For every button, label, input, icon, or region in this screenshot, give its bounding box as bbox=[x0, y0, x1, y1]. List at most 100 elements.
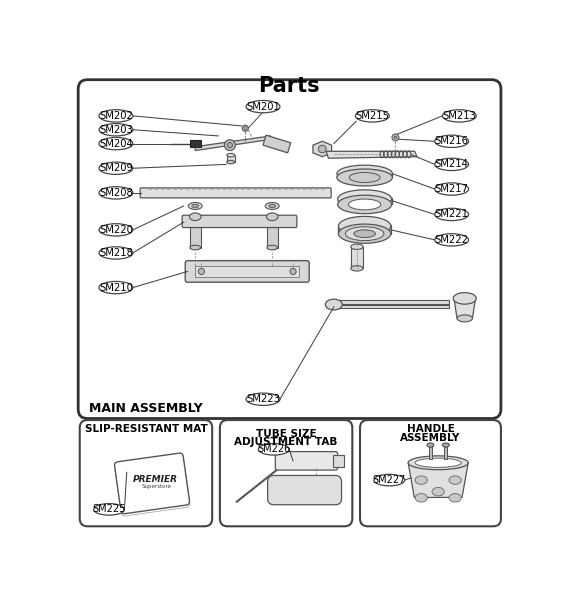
Polygon shape bbox=[263, 135, 291, 153]
Ellipse shape bbox=[338, 195, 392, 214]
Bar bbox=[333, 455, 344, 467]
Bar bbox=[195, 266, 299, 277]
Ellipse shape bbox=[267, 245, 277, 250]
Text: SM217: SM217 bbox=[434, 184, 468, 194]
Ellipse shape bbox=[227, 160, 234, 164]
Ellipse shape bbox=[415, 458, 461, 467]
Ellipse shape bbox=[457, 315, 472, 322]
Ellipse shape bbox=[442, 110, 476, 122]
Circle shape bbox=[394, 136, 397, 139]
Ellipse shape bbox=[258, 443, 289, 455]
Text: SM210: SM210 bbox=[99, 283, 133, 293]
Text: SM226: SM226 bbox=[257, 444, 290, 454]
Ellipse shape bbox=[434, 135, 468, 148]
FancyBboxPatch shape bbox=[182, 215, 297, 227]
Ellipse shape bbox=[434, 158, 468, 170]
Ellipse shape bbox=[337, 169, 392, 186]
Text: SLIP-RESISTANT MAT: SLIP-RESISTANT MAT bbox=[85, 424, 207, 434]
Text: SM223: SM223 bbox=[246, 394, 280, 404]
Bar bbox=[444, 445, 447, 459]
FancyBboxPatch shape bbox=[115, 453, 189, 514]
Text: SM225: SM225 bbox=[92, 505, 125, 514]
Text: SM202: SM202 bbox=[99, 111, 133, 121]
Text: SM215: SM215 bbox=[355, 111, 389, 121]
Circle shape bbox=[290, 268, 296, 275]
Ellipse shape bbox=[355, 110, 389, 122]
Ellipse shape bbox=[338, 224, 391, 244]
Ellipse shape bbox=[442, 443, 449, 447]
Text: SM227: SM227 bbox=[372, 475, 406, 485]
Ellipse shape bbox=[432, 487, 444, 496]
Text: SM204: SM204 bbox=[99, 139, 133, 149]
Ellipse shape bbox=[449, 494, 461, 502]
Ellipse shape bbox=[267, 213, 278, 221]
Text: SM201: SM201 bbox=[246, 101, 280, 112]
Text: SM208: SM208 bbox=[99, 188, 133, 198]
Text: SM222: SM222 bbox=[434, 235, 468, 245]
Ellipse shape bbox=[99, 281, 133, 294]
Ellipse shape bbox=[349, 199, 381, 210]
Circle shape bbox=[227, 142, 233, 148]
Ellipse shape bbox=[354, 230, 375, 238]
Ellipse shape bbox=[227, 154, 234, 157]
Ellipse shape bbox=[190, 245, 201, 250]
Ellipse shape bbox=[99, 110, 133, 122]
Ellipse shape bbox=[345, 227, 384, 241]
FancyBboxPatch shape bbox=[220, 420, 353, 526]
Circle shape bbox=[244, 127, 247, 130]
Text: SM214: SM214 bbox=[434, 160, 468, 169]
Ellipse shape bbox=[325, 299, 342, 310]
Ellipse shape bbox=[434, 208, 468, 221]
Ellipse shape bbox=[349, 172, 380, 182]
Ellipse shape bbox=[453, 293, 476, 304]
Text: SM203: SM203 bbox=[99, 125, 133, 135]
Bar bbox=[338, 225, 391, 233]
Ellipse shape bbox=[415, 494, 427, 502]
Ellipse shape bbox=[188, 203, 202, 209]
Ellipse shape bbox=[338, 190, 392, 208]
Ellipse shape bbox=[374, 475, 405, 486]
Ellipse shape bbox=[99, 247, 133, 259]
Ellipse shape bbox=[408, 456, 468, 470]
FancyBboxPatch shape bbox=[360, 420, 501, 526]
Text: SM213: SM213 bbox=[442, 111, 476, 121]
Polygon shape bbox=[313, 141, 332, 157]
Ellipse shape bbox=[269, 204, 276, 208]
FancyBboxPatch shape bbox=[275, 452, 338, 470]
Ellipse shape bbox=[351, 266, 363, 271]
Text: TUBE SIZE: TUBE SIZE bbox=[256, 429, 316, 439]
Ellipse shape bbox=[99, 124, 133, 136]
Ellipse shape bbox=[337, 165, 392, 182]
Circle shape bbox=[242, 125, 249, 131]
Ellipse shape bbox=[99, 137, 133, 150]
Bar bbox=[351, 247, 363, 268]
Ellipse shape bbox=[434, 183, 468, 195]
Ellipse shape bbox=[427, 443, 434, 447]
Ellipse shape bbox=[449, 476, 461, 484]
Ellipse shape bbox=[434, 233, 468, 246]
Circle shape bbox=[198, 268, 205, 275]
Bar bbox=[334, 305, 449, 308]
Bar bbox=[190, 226, 201, 248]
Bar bbox=[429, 445, 432, 459]
Bar bbox=[227, 155, 234, 162]
Ellipse shape bbox=[99, 224, 133, 236]
Text: SM221: SM221 bbox=[434, 209, 468, 220]
Bar bbox=[338, 198, 392, 205]
Ellipse shape bbox=[266, 203, 279, 209]
Polygon shape bbox=[454, 298, 476, 319]
Polygon shape bbox=[326, 151, 417, 158]
Ellipse shape bbox=[94, 503, 124, 515]
Text: MAIN ASSEMBLY: MAIN ASSEMBLY bbox=[89, 402, 203, 415]
Bar bbox=[337, 173, 392, 178]
Polygon shape bbox=[195, 136, 271, 151]
Text: SM216: SM216 bbox=[434, 136, 468, 146]
Ellipse shape bbox=[338, 217, 391, 236]
FancyBboxPatch shape bbox=[80, 420, 212, 526]
Text: ADJUSTMENT TAB: ADJUSTMENT TAB bbox=[234, 437, 338, 448]
FancyBboxPatch shape bbox=[140, 188, 331, 198]
Circle shape bbox=[319, 145, 326, 153]
Text: SM220: SM220 bbox=[99, 225, 133, 235]
Bar bbox=[267, 226, 277, 248]
Text: SM218: SM218 bbox=[99, 248, 133, 258]
